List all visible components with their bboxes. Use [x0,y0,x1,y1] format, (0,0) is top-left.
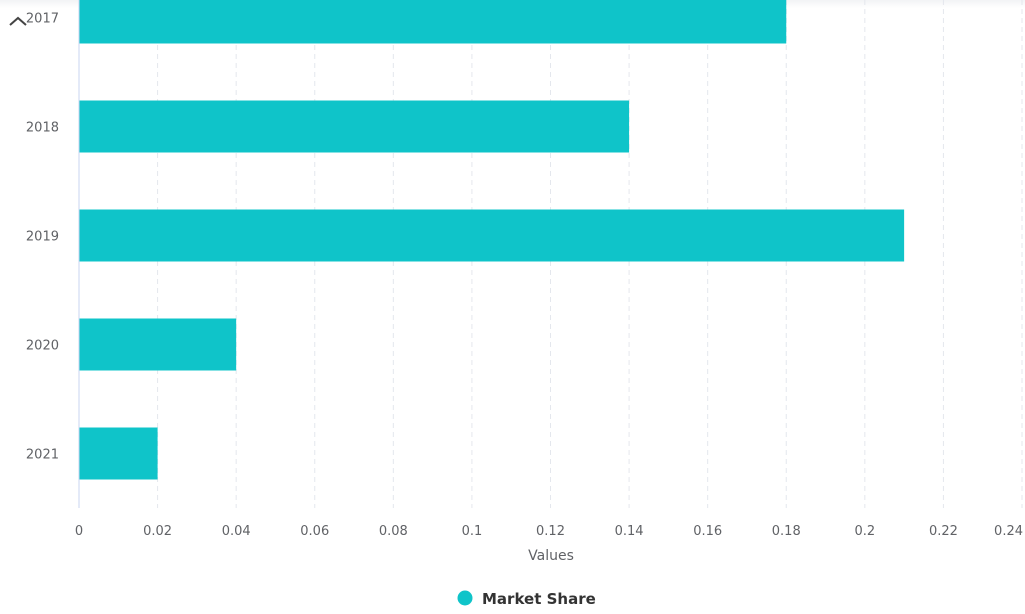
bar-2018[interactable] [79,100,630,153]
x-tick-label: 0.08 [379,524,408,539]
y-tick-label: 2020 [26,339,59,354]
y-tick-label: 2018 [26,121,59,136]
x-tick-label: 0.24 [994,524,1023,539]
chevron-up-icon[interactable] [6,8,32,28]
y-tick-label: 2017 [26,12,59,27]
y-axis-ticks: 2017 2018 2019 2020 2021 [26,12,59,463]
x-tick-label: 0.2 [854,524,875,539]
x-tick-label: 0.12 [536,524,565,539]
legend-marker [457,590,473,606]
bar-2021[interactable] [79,427,158,480]
x-tick-label: 0.1 [462,524,483,539]
x-tick-label: 0.14 [615,524,644,539]
bar-2019[interactable] [79,209,905,262]
x-tick-label: 0.16 [693,524,722,539]
bars [79,0,905,480]
x-tick-label: 0.06 [300,524,329,539]
x-tick-label: 0.22 [929,524,958,539]
bar-2017[interactable] [79,0,787,44]
x-axis-title: Values [528,548,574,564]
x-tick-label: 0 [75,524,83,539]
legend[interactable]: Market Share [457,590,596,608]
x-tick-label: 0.02 [143,524,172,539]
y-tick-label: 2019 [26,230,59,245]
y-tick-label: 2021 [26,448,59,463]
x-tick-label: 0.18 [772,524,801,539]
x-tick-label: 0.04 [222,524,251,539]
legend-label[interactable]: Market Share [482,590,596,608]
bar-2020[interactable] [79,318,237,371]
x-axis-ticks: 0 0.02 0.04 0.06 0.08 0.1 0.12 0.14 0.16 0.18 0.2 0… [75,524,1023,539]
